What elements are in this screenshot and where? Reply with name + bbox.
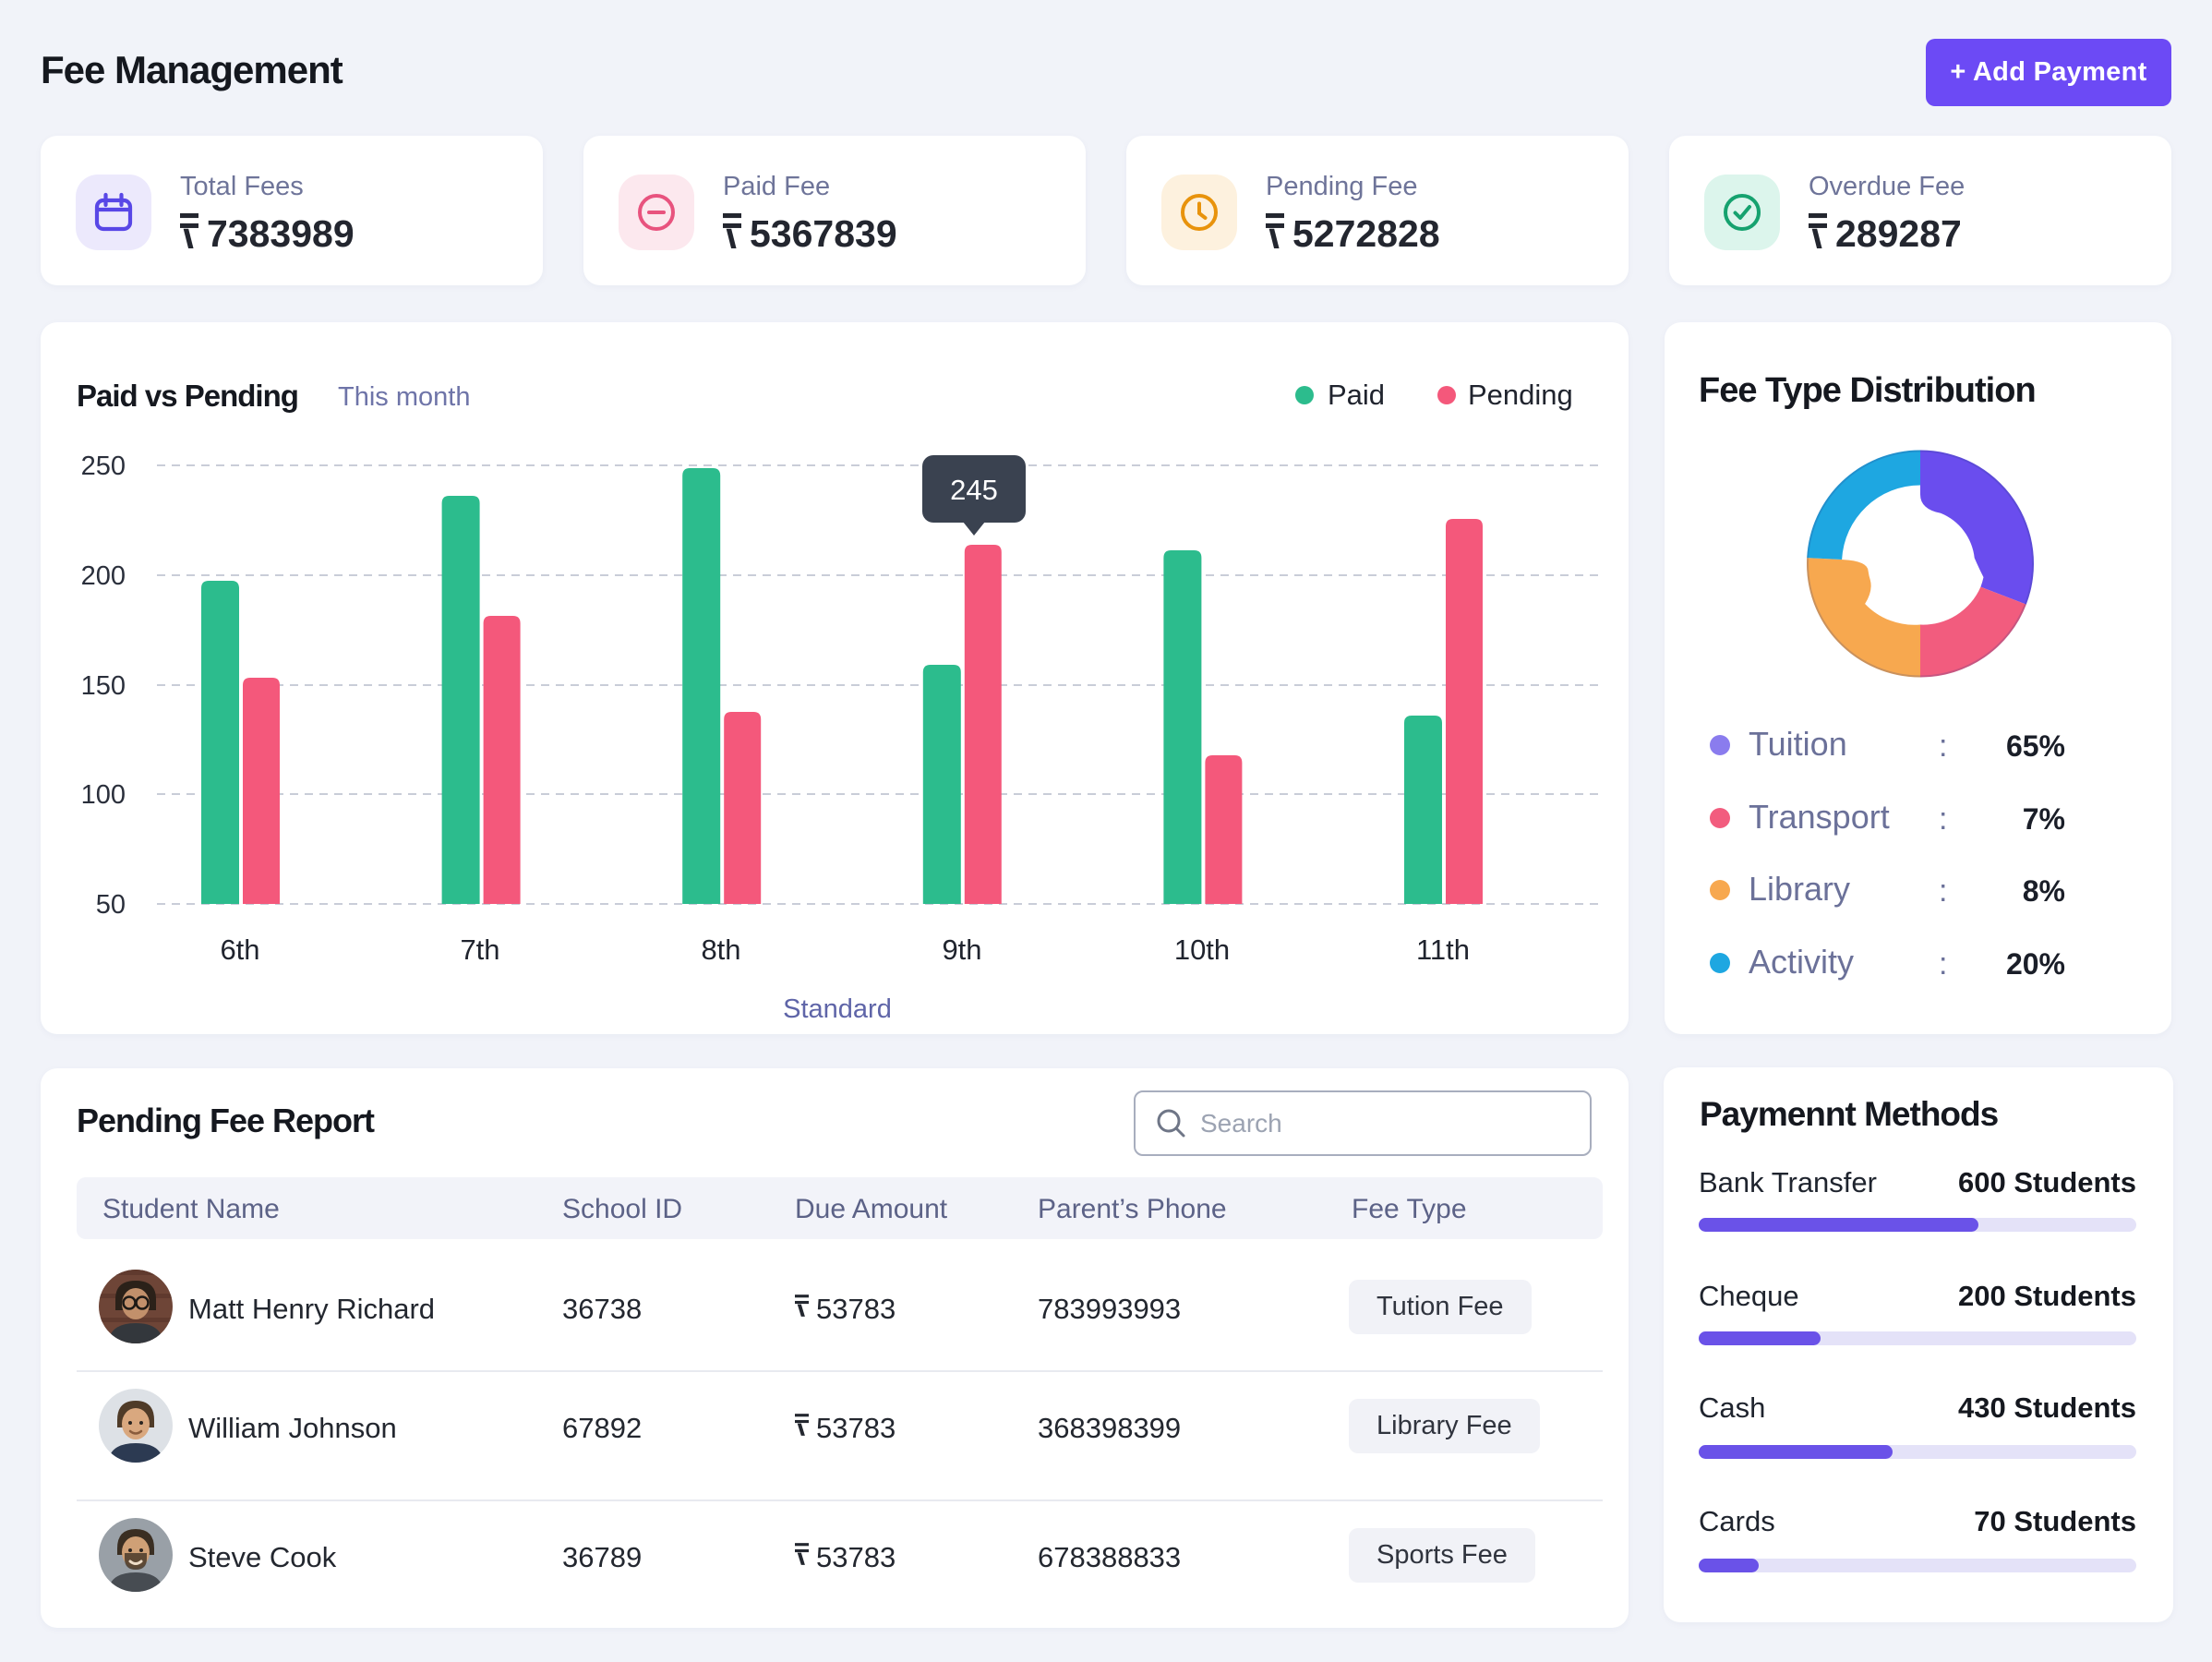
svg-text:8th: 8th (701, 933, 740, 966)
svg-text:10th: 10th (1174, 933, 1230, 966)
svg-text:9th: 9th (942, 933, 981, 966)
svg-text:Standard: Standard (783, 994, 892, 1024)
svg-text:150: 150 (81, 671, 126, 701)
svg-text:11th: 11th (1416, 933, 1470, 966)
svg-text:Paid vs Pending: Paid vs Pending (77, 379, 298, 413)
svg-text:Paid: Paid (1328, 379, 1385, 411)
svg-text:250: 250 (81, 452, 126, 481)
svg-text:200: 200 (81, 561, 126, 591)
svg-text:245: 245 (950, 474, 998, 506)
svg-text:6th: 6th (220, 933, 259, 966)
svg-text:Pending: Pending (1468, 379, 1573, 411)
svg-text:100: 100 (81, 780, 126, 810)
svg-text:This month: This month (338, 382, 470, 412)
svg-text:7th: 7th (460, 933, 499, 966)
svg-text:50: 50 (96, 890, 126, 920)
